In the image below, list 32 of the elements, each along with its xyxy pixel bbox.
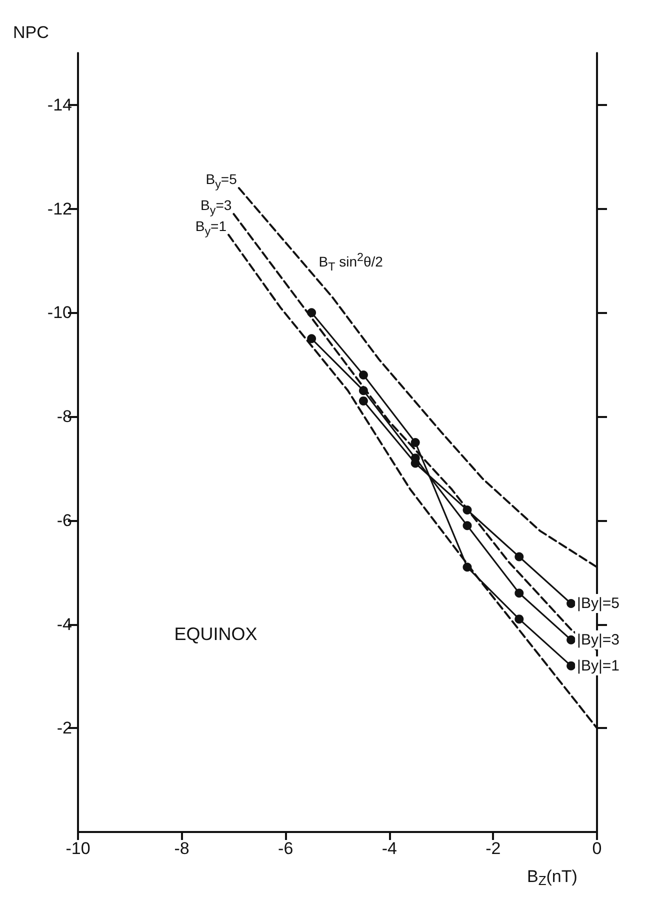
x-tick-label: -6 [278, 839, 294, 858]
point [307, 334, 316, 344]
y-tick-label: -10 [47, 303, 72, 322]
point [358, 386, 368, 396]
y-axis-title: NPC [13, 23, 49, 42]
point [566, 635, 576, 644]
series-label: |By|=1 [577, 657, 620, 674]
point [566, 598, 576, 608]
point [514, 588, 524, 598]
series-label: |By|=5 [577, 594, 620, 612]
y-tick-label: -14 [47, 95, 72, 114]
point [514, 552, 524, 562]
y-tick-label: -12 [47, 199, 72, 218]
point [358, 396, 368, 406]
x-tick-label: -4 [382, 839, 397, 858]
series-label: B$_{y}$=3 [200, 196, 232, 217]
point [462, 562, 472, 572]
x-tick-label: -8 [174, 839, 190, 858]
point [410, 438, 420, 447]
point [566, 661, 576, 670]
point [307, 308, 316, 318]
legend-label: |By|=3 [577, 631, 620, 648]
point [462, 521, 472, 530]
x-tick-label: -2 [486, 839, 501, 858]
point [514, 614, 524, 624]
point [358, 370, 368, 380]
series-label: B$_{y}$=1 [194, 218, 226, 238]
annotation: B$_{T}$ sin$^{2}$θ/2 [318, 250, 383, 274]
series-label: B$_{y}$=5 [204, 171, 237, 192]
x-tick-label: 0 [592, 839, 602, 858]
point [462, 506, 472, 515]
annotation: EQUINOX [174, 624, 258, 646]
